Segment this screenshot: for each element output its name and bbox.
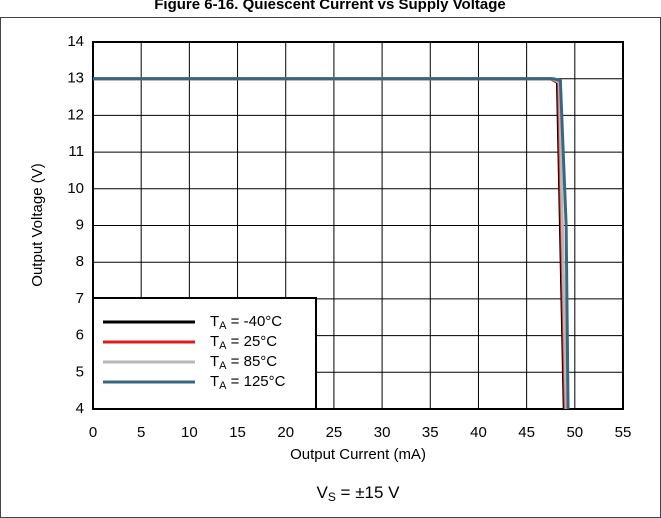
x-tick-label: 20 (277, 424, 294, 441)
x-tick-label: 0 (89, 424, 97, 441)
x-tick-label: 15 (229, 424, 246, 441)
x-tick-label: 50 (566, 424, 583, 441)
x-tick-label: 30 (374, 424, 391, 441)
legend-label: TA = -40°C (210, 313, 282, 332)
x-tick-label: 5 (137, 424, 145, 441)
x-tick-label: 45 (518, 424, 535, 441)
annotation: VS = ±15 V (316, 483, 400, 504)
y-tick-label: 5 (76, 363, 84, 380)
x-tick-label: 55 (615, 424, 632, 441)
y-tick-label: 6 (76, 327, 84, 344)
y-tick-label: 10 (67, 180, 84, 197)
legend-label: TA = 85°C (210, 353, 277, 372)
chart-title: Figure 6-16. Quiescent Current vs Supply… (154, 0, 505, 13)
legend-label: TA = 25°C (210, 333, 277, 352)
x-tick-label: 35 (422, 424, 439, 441)
y-tick-label: 11 (68, 143, 84, 160)
x-tick-label: 40 (470, 424, 487, 441)
y-tick-label: 12 (67, 106, 84, 123)
y-tick-label: 4 (76, 400, 84, 417)
y-axis-label: Output Voltage (V) (29, 163, 46, 286)
y-tick-label: 14 (67, 33, 84, 50)
x-axis-label: Output Current (mA) (290, 446, 426, 463)
plot-border (92, 41, 624, 410)
series-line (93, 77, 570, 410)
x-tick-label: 10 (181, 424, 198, 441)
legend-label: TA = 125°C (210, 373, 286, 392)
y-tick-label: 13 (67, 70, 84, 87)
y-tick-label: 8 (76, 253, 84, 270)
y-tick-label: 9 (76, 216, 84, 233)
legend-box (92, 297, 317, 410)
y-tick-label: 7 (76, 290, 84, 307)
x-tick-label: 25 (326, 424, 343, 441)
